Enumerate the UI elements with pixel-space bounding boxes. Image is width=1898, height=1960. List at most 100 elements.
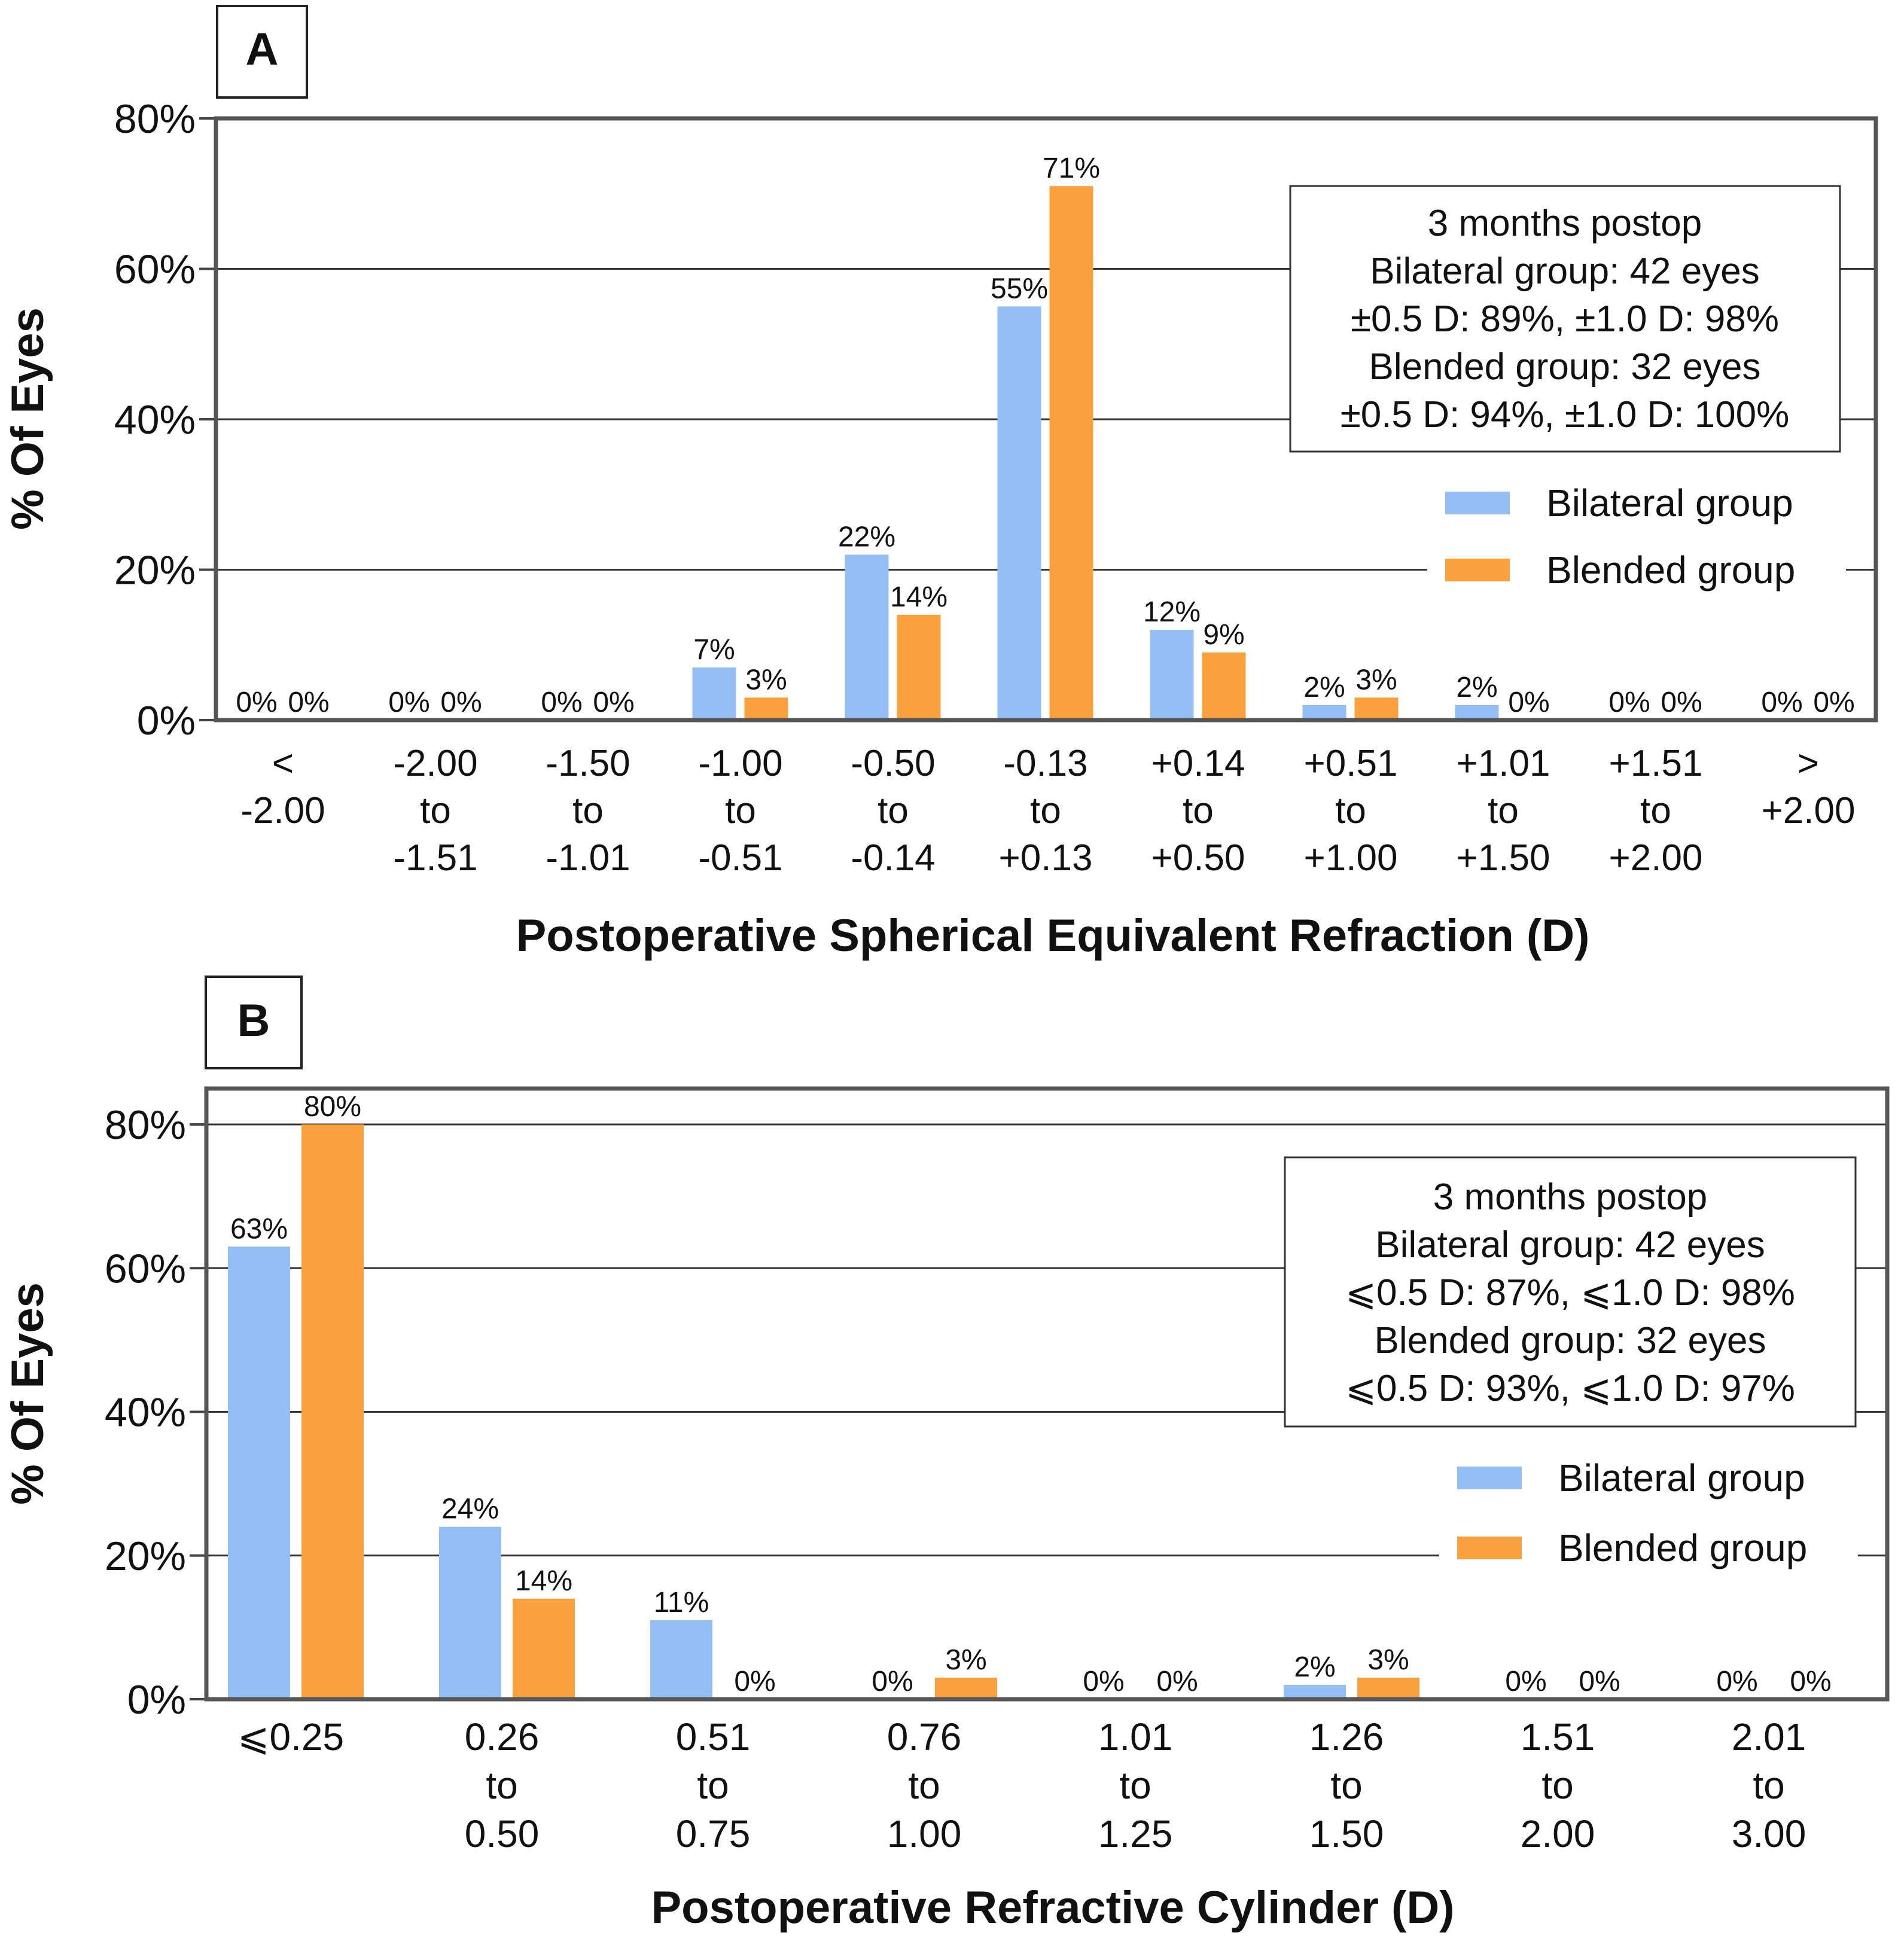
y-tick-label: 20%: [114, 548, 196, 593]
x-axis-title: Postoperative Spherical Equivalent Refra…: [516, 910, 1590, 961]
y-tick-label: 20%: [105, 1534, 186, 1579]
x-tick-label: +0.13: [999, 837, 1093, 879]
legend-swatch: [1457, 1467, 1522, 1489]
bar-blended: [1357, 1677, 1419, 1699]
bar-value-label: 80%: [304, 1091, 361, 1123]
y-tick-label: 60%: [105, 1246, 186, 1291]
x-tick-label: to: [725, 790, 756, 831]
x-tick-label: to: [908, 1764, 940, 1807]
bar-value-label: 14%: [890, 581, 948, 613]
x-tick-label: to: [486, 1764, 517, 1807]
bar-value-label: 12%: [1143, 596, 1201, 628]
x-tick-label: 1.00: [887, 1812, 962, 1855]
x-tick-label: to: [1541, 1764, 1573, 1807]
y-tick-label: 60%: [114, 247, 196, 292]
x-tick-label: to: [1335, 790, 1366, 831]
bar-value-label: 0%: [734, 1666, 775, 1697]
bar-bilateral: [228, 1246, 290, 1699]
x-tick-label: 3.00: [1732, 1812, 1806, 1855]
bar-value-label: 63%: [230, 1213, 288, 1245]
y-tick-label: 80%: [105, 1102, 186, 1148]
y-tick-label: 0%: [137, 698, 196, 743]
legend-swatch: [1445, 559, 1510, 581]
x-tick-label: +2.00: [1609, 837, 1703, 879]
x-tick-label: ⩽0.25: [237, 1715, 344, 1758]
bar-blended: [744, 697, 788, 720]
y-axis-title: % Of Eyes: [2, 307, 53, 530]
x-tick-label: 1.50: [1309, 1812, 1384, 1855]
stats-annotation-line: ⩽0.5 D: 93%, ⩽1.0 D: 97%: [1345, 1368, 1795, 1409]
y-axis-title: % Of Eyes: [2, 1282, 53, 1505]
bar-value-label: 0%: [541, 687, 582, 718]
plot-frame: [204, 1086, 1890, 1702]
bar-value-label: 0%: [1761, 687, 1802, 718]
x-tick-label: 2.01: [1732, 1715, 1806, 1758]
x-tick-label: to: [1119, 1764, 1151, 1807]
bar-bilateral: [692, 667, 736, 720]
x-tick-label: -2.00: [393, 743, 477, 784]
x-tick-label: to: [1640, 790, 1671, 831]
y-tick-label: 0%: [127, 1677, 186, 1723]
stats-annotation-line: ±0.5 D: 94%, ±1.0 D: 100%: [1341, 394, 1789, 435]
legend-swatch: [1457, 1537, 1522, 1559]
x-tick-label: to: [697, 1764, 729, 1807]
x-tick-label: +0.51: [1304, 743, 1398, 784]
bar-bilateral: [1302, 705, 1346, 720]
x-tick-label: to: [1330, 1764, 1362, 1807]
bar-bilateral: [845, 554, 889, 720]
legend-swatch: [1445, 492, 1510, 514]
stats-annotation-line: Blended group: 32 eyes: [1375, 1320, 1766, 1361]
x-tick-label: 1.26: [1309, 1715, 1384, 1758]
bar-value-label: 0%: [1661, 687, 1702, 718]
bar-blended: [897, 614, 941, 720]
bar-bilateral: [439, 1526, 501, 1699]
panel-letter-box: [205, 976, 303, 1069]
x-tick-label: 1.25: [1098, 1812, 1173, 1855]
x-tick-label: to: [572, 790, 604, 831]
bar-value-label: 3%: [945, 1644, 986, 1676]
bar-value-label: 3%: [1367, 1644, 1409, 1676]
bar-blended: [513, 1598, 575, 1699]
x-tick-label: -1.01: [546, 837, 630, 879]
x-tick-label: 2.00: [1521, 1812, 1595, 1855]
x-tick-label: to: [1030, 790, 1061, 831]
y-tick-label: 80%: [114, 96, 196, 142]
x-tick-label: +1.51: [1609, 743, 1703, 784]
legend-label: Blended group: [1546, 548, 1795, 592]
stats-annotation-line: ⩽0.5 D: 87%, ⩽1.0 D: 98%: [1345, 1272, 1795, 1313]
stats-annotation-line: ±0.5 D: 89%, ±1.0 D: 98%: [1351, 298, 1779, 340]
x-tick-label: to: [1183, 790, 1214, 831]
bar-value-label: 9%: [1203, 619, 1244, 651]
x-tick-label: -1.50: [546, 743, 630, 784]
x-tick-label: 0.26: [465, 1715, 540, 1758]
y-tick-label: 40%: [105, 1390, 186, 1435]
panel-letter: B: [237, 995, 270, 1046]
stats-annotation-line: 3 months postop: [1433, 1176, 1707, 1218]
bar-value-label: 11%: [654, 1587, 709, 1618]
bar-blended: [1049, 186, 1093, 720]
bar-value-label: 0%: [1508, 687, 1549, 718]
x-tick-label: 0.76: [887, 1715, 962, 1758]
x-tick-label: >: [1798, 743, 1819, 784]
bar-value-label: 0%: [1790, 1666, 1831, 1697]
bar-bilateral: [1455, 705, 1499, 720]
panel-b-chart: B 0% 20% 40% 60% 80% 3 months postop Bilateral …: [2, 976, 1890, 1933]
x-tick-label: +1.00: [1304, 837, 1398, 879]
bar-value-label: 0%: [236, 687, 277, 718]
bar-value-label: 0%: [872, 1666, 913, 1697]
x-tick-label: to: [420, 790, 451, 831]
bar-value-label: 0%: [1579, 1666, 1620, 1697]
x-tick-label: 0.50: [465, 1812, 540, 1855]
legend-label: Bilateral group: [1546, 481, 1793, 525]
panel-letter-box: [216, 5, 308, 99]
x-tick-label: +2.00: [1762, 790, 1856, 831]
x-axis-title: Postoperative Refractive Cylinder (D): [651, 1882, 1454, 1933]
x-tick-label: +0.50: [1151, 837, 1245, 879]
bar-value-label: 22%: [838, 521, 895, 553]
bar-bilateral: [997, 306, 1041, 720]
bar-bilateral: [1150, 630, 1194, 720]
bar-value-label: 0%: [388, 687, 429, 718]
bar-value-label: 0%: [1716, 1666, 1757, 1697]
bar-value-label: 2%: [1456, 672, 1497, 703]
x-tick-label: +0.14: [1151, 743, 1245, 784]
